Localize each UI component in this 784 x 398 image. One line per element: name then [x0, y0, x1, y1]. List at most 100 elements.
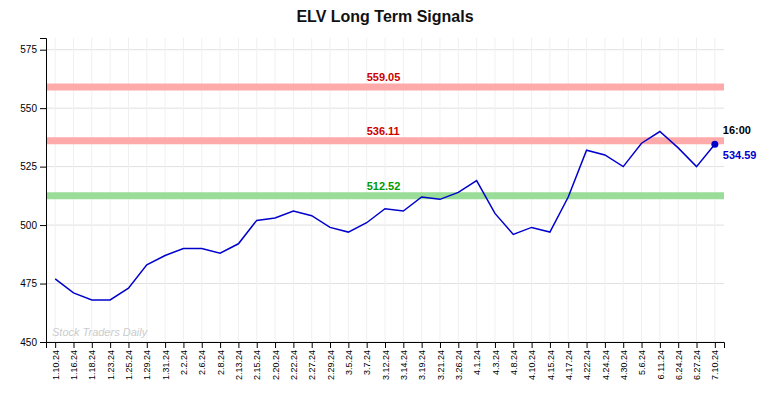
- tick-label: 1.31.24: [161, 350, 171, 380]
- tick-mark: [40, 225, 46, 226]
- tick-label: 3.14.24: [399, 350, 409, 380]
- tick-label: 2.15.24: [252, 350, 262, 380]
- tick: 3.26.24: [454, 342, 464, 380]
- tick: 2.8.24: [216, 342, 226, 375]
- tick-mark: [92, 342, 93, 348]
- tick: 3.19.24: [417, 342, 427, 380]
- tick-mark: [202, 342, 203, 348]
- tick: 4.17.24: [564, 342, 574, 380]
- tick: 450: [20, 337, 46, 348]
- tick-label: 450: [20, 337, 37, 348]
- chart: ELV Long Term Signals 1.10.24 1.16.24 1.18.…: [0, 0, 784, 398]
- tick: 2.20.24: [271, 342, 281, 380]
- tick-mark: [385, 342, 386, 348]
- watermark: Stock Traders Daily: [52, 326, 149, 338]
- tick-mark: [440, 342, 441, 348]
- tick-mark: [367, 342, 368, 348]
- tick: 4.24.24: [601, 342, 611, 380]
- tick-mark: [165, 342, 166, 348]
- tick: 4.3.24: [491, 342, 501, 375]
- tick-label: 4.30.24: [619, 350, 629, 380]
- tick-mark: [128, 342, 129, 348]
- tick: 4.30.24: [619, 342, 629, 380]
- tick-label: 3.26.24: [454, 350, 464, 380]
- tick-mark: [257, 342, 258, 348]
- tick: 2.27.24: [307, 342, 317, 380]
- tick: 6.11.24: [656, 342, 666, 379]
- tick-label: 4.1.24: [472, 350, 482, 375]
- tick-mark: [55, 342, 56, 348]
- tick-label: 4.17.24: [564, 350, 574, 380]
- axis-line: [40, 39, 47, 343]
- tick-label: 7.10.24: [710, 350, 720, 380]
- tick: 2.2.24: [179, 342, 189, 375]
- tick-mark: [40, 108, 46, 109]
- tick-label: 4.15.24: [546, 350, 556, 380]
- tick-label: 3.19.24: [417, 350, 427, 380]
- tick-mark: [550, 342, 551, 348]
- tick: 4.8.24: [509, 342, 519, 375]
- tick-mark: [495, 342, 496, 348]
- price-label: 534.59: [723, 149, 757, 161]
- tick-mark: [623, 342, 624, 348]
- tick-mark: [697, 342, 698, 348]
- reference-line: [46, 83, 724, 90]
- reference-line: [46, 137, 724, 144]
- tick-label: 475: [20, 278, 37, 289]
- tick-mark: [660, 342, 661, 348]
- tick-mark: [238, 342, 239, 348]
- tick-mark: [642, 342, 643, 348]
- tick-label: 575: [20, 44, 37, 55]
- tick: 4.1.24: [472, 342, 482, 375]
- tick-mark: [40, 284, 46, 285]
- tick-mark: [422, 342, 423, 348]
- marks: [46, 87, 724, 300]
- tick-mark: [678, 342, 679, 348]
- reference-line: [46, 192, 724, 199]
- tick-label: 6.27.24: [692, 350, 702, 380]
- tick-mark: [587, 342, 588, 348]
- tick-label: 2.2.24: [179, 350, 189, 375]
- tick-label: 6.24.24: [674, 350, 684, 380]
- tick-label: 1.29.24: [142, 350, 152, 380]
- tick: 475: [20, 278, 46, 289]
- tick: 550: [20, 103, 46, 114]
- tick-label: 4.10.24: [527, 350, 537, 380]
- tick-label: 4.24.24: [601, 350, 611, 380]
- tick-label: 4.22.24: [582, 350, 592, 380]
- tick-mark: [40, 342, 46, 343]
- tick: 3.14.24: [399, 342, 409, 380]
- annotations: 559.05536.11512.5216:00534.59Stock Trade…: [52, 71, 756, 338]
- tick-label: 1.18.24: [87, 350, 97, 380]
- tick-label: 2.22.24: [289, 350, 299, 380]
- tick: 4.22.24: [582, 342, 592, 380]
- tick: 2.29.24: [326, 342, 336, 380]
- tick-label: 1.16.24: [69, 350, 79, 380]
- time-label: 16:00: [723, 124, 751, 136]
- tick-label: 1.10.24: [51, 350, 61, 380]
- price-line: [55, 132, 715, 300]
- tick-mark: [403, 342, 404, 348]
- tick-mark: [513, 342, 514, 348]
- tick-mark: [147, 342, 148, 348]
- tick-mark: [40, 167, 46, 168]
- tick-mark: [312, 342, 313, 348]
- reference-label: 559.05: [367, 71, 401, 83]
- tick: 500: [20, 220, 46, 231]
- tick: 2.22.24: [289, 342, 299, 380]
- tick-mark: [568, 342, 569, 348]
- reference-label: 536.11: [367, 125, 400, 137]
- tick-mark: [458, 342, 459, 348]
- tick-label: 4.3.24: [491, 350, 501, 375]
- tick-label: 2.29.24: [326, 350, 336, 380]
- tick-mark: [477, 342, 478, 348]
- tick-label: 4.8.24: [509, 350, 519, 375]
- title: ELV Long Term Signals: [296, 8, 473, 25]
- tick-mark: [183, 342, 184, 348]
- plot: 1.10.241.16.241.18.241.23.241.25.241.29.…: [20, 38, 756, 380]
- tick: 6.24.24: [674, 342, 684, 380]
- tick: 5.6.24: [637, 342, 647, 375]
- tick: 1.16.24: [69, 342, 79, 380]
- tick-mark: [330, 342, 331, 348]
- tick: 4.10.24: [527, 342, 537, 380]
